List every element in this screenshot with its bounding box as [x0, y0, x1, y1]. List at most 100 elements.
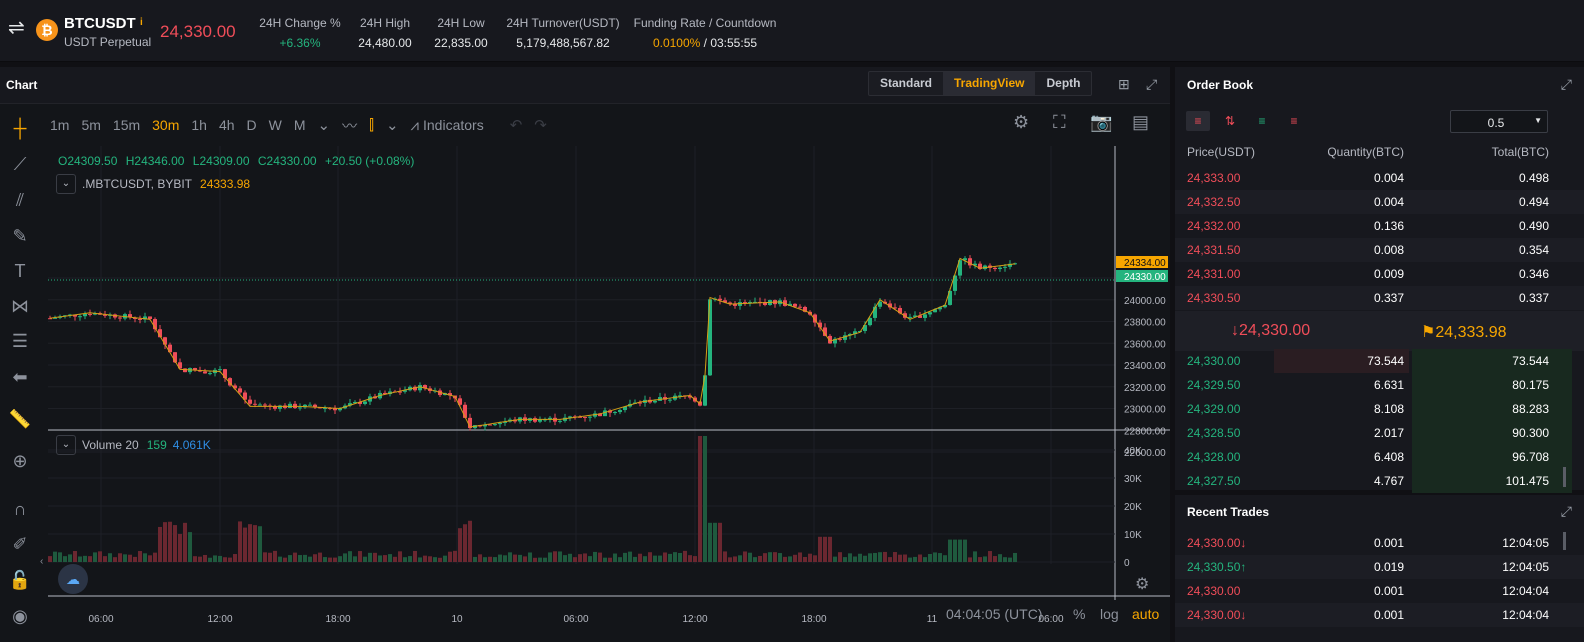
volume-bar: [128, 554, 132, 562]
book-both-icon[interactable]: ≡: [1186, 111, 1210, 131]
bid-price: 24,329.50: [1187, 378, 1241, 392]
percent-toggle[interactable]: %: [1073, 606, 1086, 622]
timeframe-w[interactable]: W: [268, 117, 282, 133]
ask-row[interactable]: 24,332.50 0.004 0.494: [1175, 190, 1584, 214]
scrollbar[interactable]: [1563, 532, 1566, 550]
line-chart-icon[interactable]: 〰: [342, 117, 358, 135]
timeframe-30m[interactable]: 30m: [152, 117, 180, 133]
camera-icon[interactable]: 📷: [1090, 112, 1113, 132]
timeframe-4h[interactable]: 4h: [218, 117, 235, 133]
header-qty: Quantity(BTC): [1327, 145, 1404, 159]
fib-tool-icon[interactable]: ⫽: [15, 190, 25, 210]
timeframe-15m[interactable]: 15m: [112, 117, 141, 133]
timeframe-m[interactable]: M: [293, 117, 306, 133]
bid-row[interactable]: 24,330.00 73.544 73.544: [1175, 349, 1584, 373]
chart-properties-icon[interactable]: ▤: [1132, 112, 1150, 132]
scrollbar[interactable]: [1563, 467, 1566, 487]
volume-bar: [953, 539, 957, 562]
bid-row[interactable]: 24,328.50 2.017 90.300: [1175, 421, 1584, 445]
text-tool-icon[interactable]: T: [14, 261, 26, 281]
prediction-icon[interactable]: ☰: [11, 331, 29, 351]
layout-grid-icon[interactable]: ⊞: [1118, 76, 1130, 92]
depth-value: 0.5: [1487, 116, 1505, 130]
info-icon[interactable]: i: [140, 17, 143, 28]
tab-tradingview[interactable]: TradingView: [943, 72, 1036, 95]
candle-body: [218, 369, 222, 371]
volume-bar: [1013, 552, 1017, 562]
crosshair-icon[interactable]: ┼: [13, 118, 27, 138]
volume-bar: [198, 556, 202, 562]
candle-body: [178, 362, 182, 369]
expand-icon[interactable]: ⤢: [1560, 503, 1572, 519]
bid-row[interactable]: 24,329.00 8.108 88.283: [1175, 397, 1584, 421]
auto-toggle[interactable]: auto: [1132, 606, 1160, 622]
tab-depth[interactable]: Depth: [1046, 76, 1081, 90]
collapse-icon[interactable]: ⌄: [56, 435, 76, 455]
volume-bar: [68, 554, 72, 562]
indicators-button[interactable]: Indicators: [423, 117, 484, 133]
ask-row[interactable]: 24,332.00 0.136 0.490: [1175, 214, 1584, 238]
magnet-icon[interactable]: ∩: [13, 499, 27, 519]
lock-icon[interactable]: 🔓: [8, 570, 32, 590]
trend-line-icon[interactable]: ⟋: [13, 154, 27, 174]
redo-icon[interactable]: ↷: [534, 117, 547, 134]
eye-icon[interactable]: ◉: [12, 606, 28, 626]
volume-bar: [743, 551, 747, 562]
tradingview-logo-icon[interactable]: ☁: [58, 564, 88, 594]
book-bids-icon[interactable]: ≡: [1258, 114, 1266, 128]
lock-drawing-icon[interactable]: ✐: [12, 534, 28, 554]
candle-body: [323, 407, 327, 409]
candle-body: [933, 309, 937, 313]
switch-pair-icon[interactable]: ⇌: [8, 17, 25, 39]
ruler-icon[interactable]: 📏: [8, 409, 32, 429]
ask-row[interactable]: 24,331.50 0.008 0.354: [1175, 238, 1584, 262]
volume-bar: [623, 552, 627, 562]
volume-bar: [163, 522, 167, 562]
book-asks-icon[interactable]: ≡: [1290, 114, 1298, 128]
price-chart[interactable]: 24200.0024000.0023800.0023600.0023400.00…: [0, 104, 1170, 642]
undo-icon[interactable]: ↶: [509, 117, 523, 134]
log-toggle[interactable]: log: [1100, 606, 1119, 622]
depth-select[interactable]: 0.5 ▼: [1450, 110, 1548, 133]
settings-icon[interactable]: ⚙: [1013, 112, 1030, 132]
fullscreen-icon[interactable]: ⛶: [1053, 112, 1066, 132]
volume-bar: [383, 555, 387, 562]
timeframe-1m[interactable]: 1m: [50, 117, 70, 133]
candles-icon[interactable]: ⫿: [369, 116, 374, 134]
indicators-icon[interactable]: ⩘: [410, 116, 419, 134]
bid-row[interactable]: 24,329.50 6.631 80.175: [1175, 373, 1584, 397]
expand-icon[interactable]: ⤢: [1146, 76, 1158, 92]
bid-row[interactable]: 24,328.00 6.408 96.708: [1175, 445, 1584, 469]
bid-total-bar: [1412, 373, 1572, 397]
candle-body: [638, 402, 642, 404]
axis-settings-icon[interactable]: ⚙: [1135, 576, 1150, 593]
candle-body: [148, 316, 152, 320]
volume-bar: [898, 554, 902, 562]
expand-icon[interactable]: ⤢: [1560, 76, 1572, 92]
zoom-in-icon[interactable]: ⊕: [12, 451, 28, 471]
ask-row[interactable]: 24,333.00 0.004 0.498: [1175, 166, 1584, 190]
volume-bar: [713, 522, 717, 562]
ohlc-low: L24309.00: [192, 154, 250, 168]
candle-body: [493, 424, 497, 426]
timeframe-5m[interactable]: 5m: [81, 117, 101, 133]
scroll-left-icon[interactable]: ‹: [40, 556, 43, 567]
timeframe-1h[interactable]: 1h: [191, 117, 207, 133]
book-split-icon[interactable]: ⇅: [1224, 114, 1236, 128]
ask-row[interactable]: 24,330.50 0.337 0.337: [1175, 286, 1584, 310]
chevron-down-icon[interactable]: ⌄: [385, 117, 399, 134]
bid-row[interactable]: 24,327.50 4.767 101.475: [1175, 469, 1584, 493]
volume-bar: [673, 552, 677, 562]
ask-row[interactable]: 24,331.00 0.009 0.346: [1175, 262, 1584, 286]
collapse-icon[interactable]: ⌄: [56, 174, 76, 194]
tab-standard[interactable]: Standard: [880, 76, 933, 90]
candle-body: [953, 275, 957, 291]
mark-price: ⚑24,333.98: [1421, 322, 1507, 342]
brush-icon[interactable]: ✎: [12, 226, 28, 246]
volume-bar: [378, 555, 382, 562]
symbol-name[interactable]: BTCUSDT: [64, 15, 136, 32]
pattern-icon[interactable]: ⋈: [11, 296, 29, 316]
chevron-down-icon[interactable]: ⌄: [317, 117, 331, 134]
timeframe-d[interactable]: D: [246, 117, 257, 133]
back-arrow-icon[interactable]: ⬅: [12, 367, 28, 387]
